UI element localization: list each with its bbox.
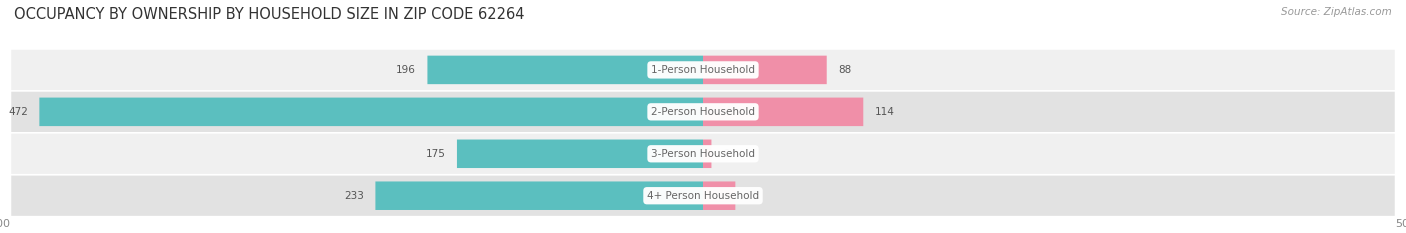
Text: Source: ZipAtlas.com: Source: ZipAtlas.com — [1281, 7, 1392, 17]
FancyBboxPatch shape — [11, 134, 1395, 174]
Text: OCCUPANCY BY OWNERSHIP BY HOUSEHOLD SIZE IN ZIP CODE 62264: OCCUPANCY BY OWNERSHIP BY HOUSEHOLD SIZE… — [14, 7, 524, 22]
FancyBboxPatch shape — [703, 182, 735, 210]
Text: 88: 88 — [838, 65, 851, 75]
Text: 4+ Person Household: 4+ Person Household — [647, 191, 759, 201]
Text: 196: 196 — [396, 65, 416, 75]
FancyBboxPatch shape — [703, 140, 711, 168]
Text: 2-Person Household: 2-Person Household — [651, 107, 755, 117]
FancyBboxPatch shape — [427, 56, 703, 84]
FancyBboxPatch shape — [703, 98, 863, 126]
FancyBboxPatch shape — [375, 182, 703, 210]
Text: 114: 114 — [875, 107, 894, 117]
Text: 233: 233 — [344, 191, 364, 201]
Text: 3-Person Household: 3-Person Household — [651, 149, 755, 159]
Text: 6: 6 — [723, 149, 730, 159]
FancyBboxPatch shape — [11, 50, 1395, 90]
FancyBboxPatch shape — [703, 56, 827, 84]
Text: 23: 23 — [747, 191, 759, 201]
FancyBboxPatch shape — [11, 176, 1395, 216]
Text: 1-Person Household: 1-Person Household — [651, 65, 755, 75]
FancyBboxPatch shape — [11, 92, 1395, 132]
Text: 175: 175 — [426, 149, 446, 159]
FancyBboxPatch shape — [457, 140, 703, 168]
Text: 472: 472 — [8, 107, 28, 117]
FancyBboxPatch shape — [39, 98, 703, 126]
